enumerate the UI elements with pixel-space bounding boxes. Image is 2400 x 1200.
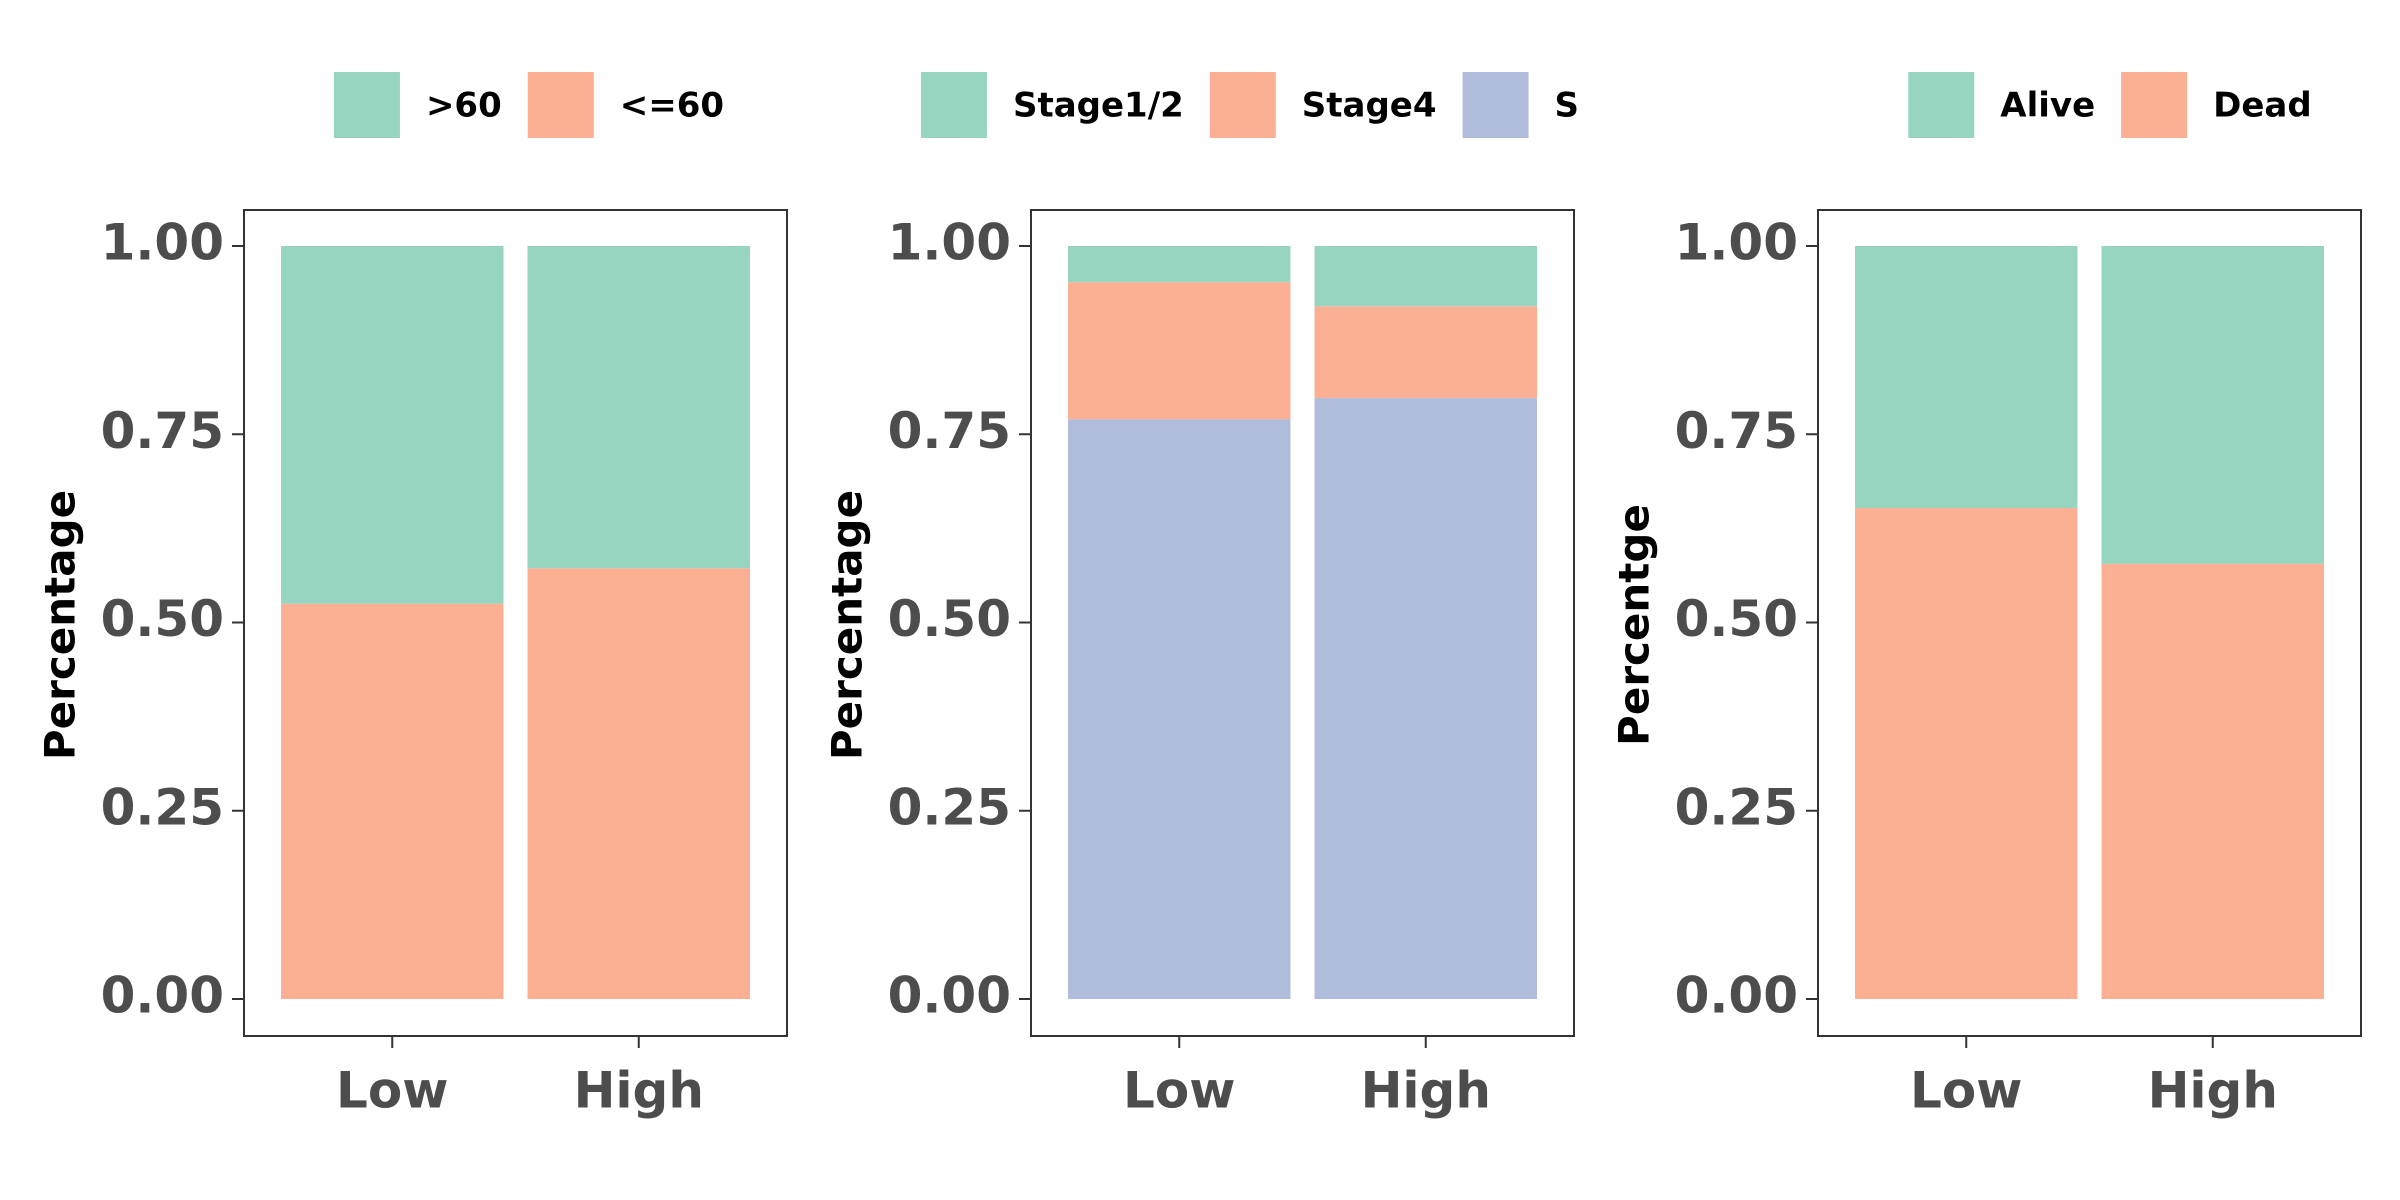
bar-segment (1314, 246, 1537, 307)
y-tick-label: 0.00 (101, 967, 224, 1025)
y-axis: 0.00 0.25 0.50 0.75 1.00 (1675, 214, 1818, 1025)
bar-segment (1068, 282, 1291, 420)
bar-segment (281, 246, 504, 604)
x-tick-label: Low (1123, 1062, 1235, 1120)
bar-segment (1068, 246, 1291, 283)
legend-swatch (527, 72, 594, 138)
legend: Stage1/2 Stage4 S (920, 72, 1580, 138)
bar-segment (527, 568, 750, 999)
legend-label: Alive (2000, 86, 2095, 126)
legend-label: Stage4 (1302, 86, 1437, 126)
x-tick-label: Low (1910, 1062, 2022, 1120)
chart-panel-1: >60 <=60 0.00 0.25 0.50 0.75 1.00 Low High Percen… (36, 72, 788, 1120)
legend-swatch (1462, 72, 1529, 138)
y-tick-label: 0.75 (101, 402, 224, 460)
bar-segment (1068, 419, 1291, 999)
y-tick-label: 1.00 (1675, 214, 1798, 272)
legend-label: Dead (2213, 86, 2312, 126)
legend-item: Alive (1908, 72, 2095, 138)
legend-item: <=60 (527, 72, 724, 138)
y-tick-label: 0.75 (888, 402, 1011, 460)
bars (281, 246, 750, 999)
x-tick-label: High (2148, 1062, 2278, 1120)
legend-item: Stage4 (1209, 72, 1437, 138)
x-tick-label: Low (336, 1062, 448, 1120)
bars (1855, 246, 2324, 999)
bar-segment (1855, 508, 2078, 999)
chart-panel-3: Alive Dead 0.00 0.25 0.50 0.75 1.00 Low High Perc… (1610, 72, 2362, 1120)
y-tick-label: 1.00 (888, 214, 1011, 272)
bar-segment (1314, 398, 1537, 1000)
bars (1068, 246, 1537, 1000)
y-axis: 0.00 0.25 0.50 0.75 1.00 (101, 214, 244, 1025)
legend-swatch (2121, 72, 2188, 138)
x-axis: Low High (336, 1036, 704, 1120)
legend-item: >60 (333, 72, 502, 138)
y-tick-label: 0.75 (1675, 402, 1798, 460)
legend-item: S (1462, 72, 1580, 138)
y-tick-label: 0.00 (1675, 967, 1798, 1025)
y-tick-label: 0.50 (101, 590, 224, 648)
legend-item: Dead (2121, 72, 2312, 138)
bar-segment (1855, 246, 2078, 509)
legend: Alive Dead (1908, 72, 2312, 138)
y-axis: 0.00 0.25 0.50 0.75 1.00 (888, 214, 1031, 1025)
y-axis-title: Percentage (36, 490, 85, 760)
legend-swatch (920, 72, 987, 138)
y-axis-title: Percentge (1610, 504, 1659, 746)
x-tick-label: High (1361, 1062, 1491, 1120)
legend-item: Stage1/2 (920, 72, 1184, 138)
y-tick-label: 0.50 (1675, 590, 1798, 648)
y-tick-label: 0.25 (101, 778, 224, 836)
chart-panel-2: Stage1/2 Stage4 S 0.00 0.25 0.50 0.75 1.00 Low Hi… (823, 72, 1580, 1120)
legend-swatch (333, 72, 400, 138)
legend-label: Stage1/2 (1013, 86, 1184, 126)
legend-swatch (1908, 72, 1975, 138)
y-axis-title: Percentage (823, 490, 872, 760)
bar-segment (2101, 563, 2324, 999)
x-tick-label: High (574, 1062, 704, 1120)
bar-segment (527, 246, 750, 569)
legend-label: <=60 (620, 86, 724, 126)
bar-segment (1314, 306, 1537, 399)
legend: >60 <=60 (333, 72, 724, 138)
legend-label: S (1555, 86, 1580, 126)
y-tick-label: 0.25 (1675, 778, 1798, 836)
x-axis: Low High (1910, 1036, 2278, 1120)
x-axis: Low High (1123, 1036, 1491, 1120)
y-tick-label: 0.50 (888, 590, 1011, 648)
legend-swatch (1209, 72, 1276, 138)
bar-segment (281, 603, 504, 999)
y-tick-label: 0.00 (888, 967, 1011, 1025)
bar-segment (2101, 246, 2324, 564)
y-tick-label: 1.00 (101, 214, 224, 272)
legend-label: >60 (426, 86, 502, 126)
y-tick-label: 0.25 (888, 778, 1011, 836)
